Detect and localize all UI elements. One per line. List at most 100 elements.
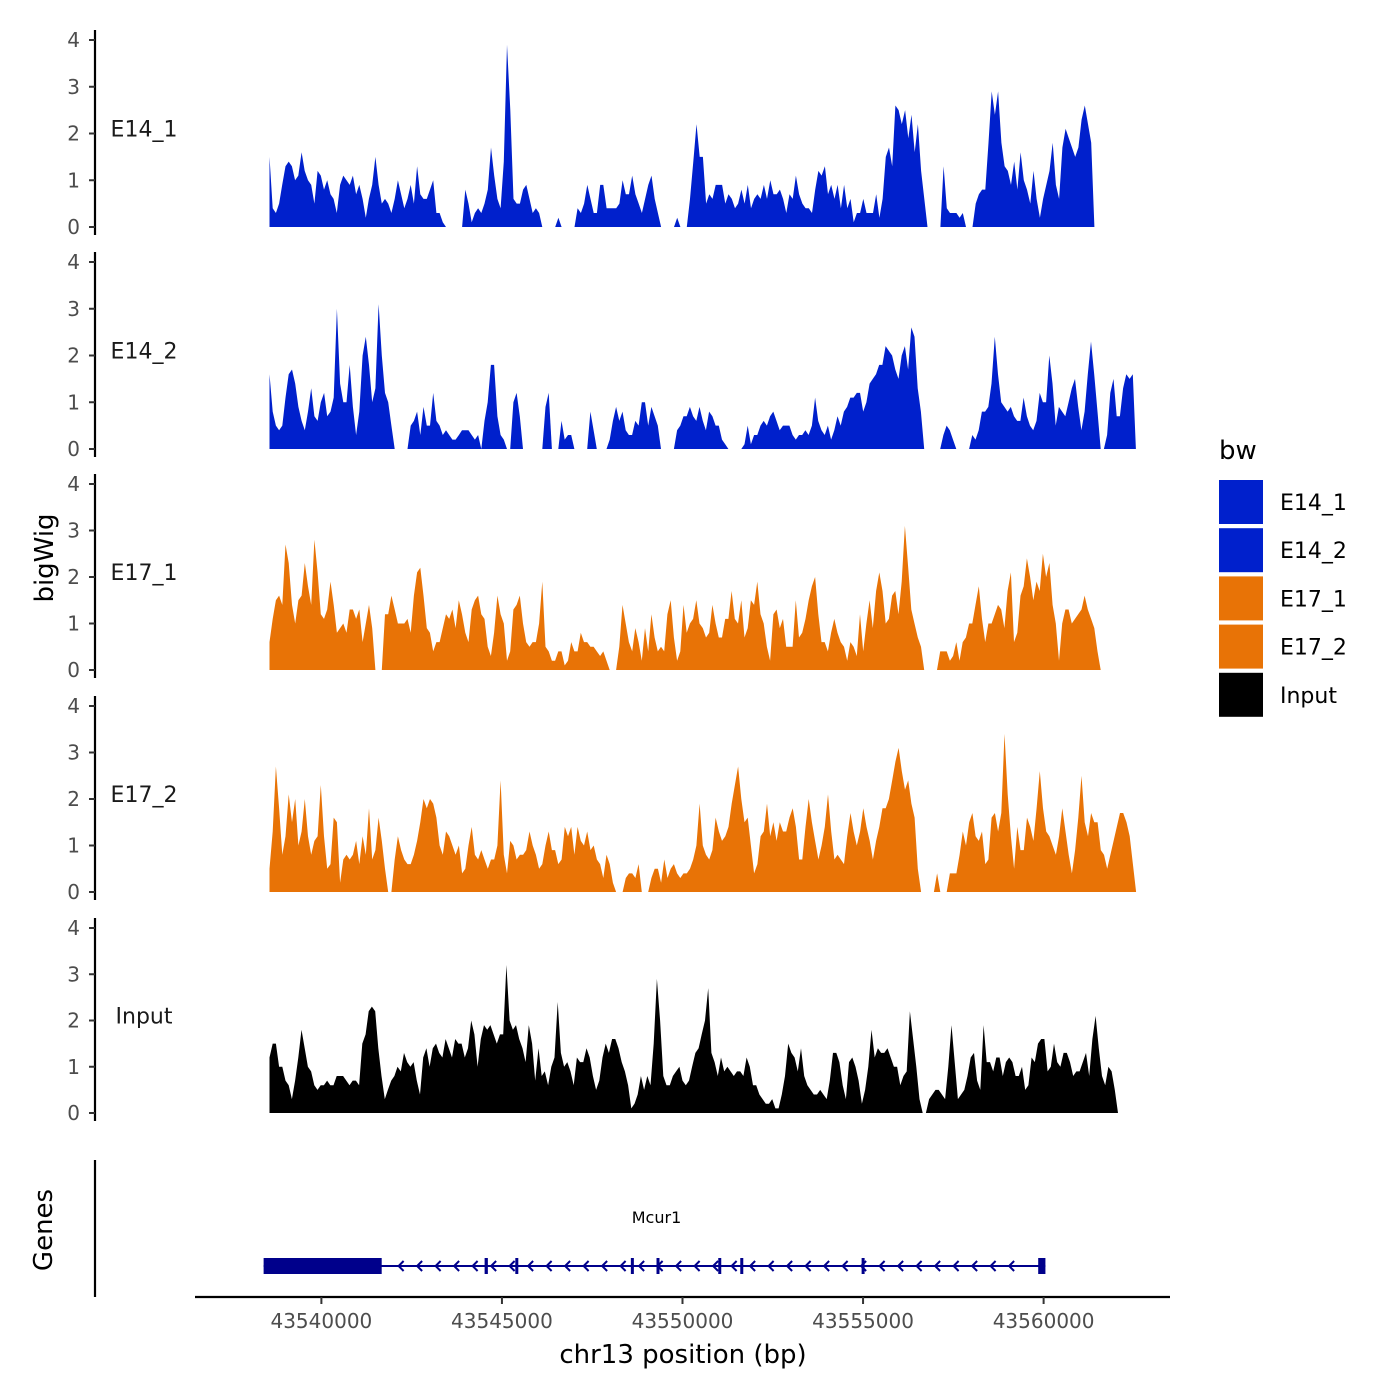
coverage-area bbox=[574, 175, 662, 227]
x-axis-title: chr13 position (bp) bbox=[559, 1340, 806, 1370]
strand-arrow bbox=[434, 1260, 442, 1272]
coverage-area bbox=[606, 402, 661, 449]
coverage-area bbox=[558, 420, 575, 449]
strand-arrow bbox=[693, 1260, 701, 1272]
coverage-area bbox=[741, 327, 925, 449]
strand-arrow bbox=[730, 1260, 738, 1272]
strand-arrow bbox=[970, 1260, 978, 1272]
strand-arrow bbox=[896, 1260, 904, 1272]
y-tick-label: 2 bbox=[67, 787, 80, 811]
strand-arrow bbox=[619, 1260, 627, 1272]
strand-arrow bbox=[989, 1260, 997, 1272]
legend-label: E17_1 bbox=[1280, 587, 1347, 612]
strand-arrow bbox=[952, 1260, 960, 1272]
track-label: E14_1 bbox=[111, 118, 178, 143]
strand-arrow bbox=[711, 1260, 719, 1272]
strand-arrow bbox=[582, 1260, 590, 1272]
track-label: E17_1 bbox=[111, 561, 178, 586]
gene-exon bbox=[1038, 1258, 1046, 1274]
x-tick-label: 43545000 bbox=[451, 1309, 553, 1333]
gene-exon bbox=[656, 1258, 660, 1274]
x-tick-label: 43540000 bbox=[270, 1309, 372, 1333]
legend-swatch bbox=[1219, 624, 1263, 669]
y-tick-label: 0 bbox=[67, 437, 80, 461]
coverage-area bbox=[269, 304, 395, 449]
y-tick-label: 2 bbox=[67, 565, 80, 589]
legend-label: E17_2 bbox=[1280, 636, 1347, 661]
y-tick-label: 1 bbox=[67, 612, 80, 636]
coverage-area bbox=[622, 864, 642, 892]
legend-swatch bbox=[1219, 528, 1263, 573]
y-tick-label: 1 bbox=[67, 168, 80, 192]
strand-arrow bbox=[508, 1260, 516, 1272]
y-tick-label: 2 bbox=[67, 122, 80, 146]
coverage-area bbox=[940, 425, 957, 449]
strand-arrow bbox=[748, 1260, 756, 1272]
coverage-area bbox=[972, 91, 1095, 228]
strand-arrow bbox=[915, 1260, 923, 1272]
coverage-area bbox=[269, 766, 389, 892]
strand-arrow bbox=[397, 1260, 405, 1272]
y-tick-label: 0 bbox=[67, 658, 80, 682]
strand-arrow bbox=[1007, 1260, 1015, 1272]
genes-axis-title: Genes bbox=[29, 1189, 59, 1271]
strand-arrow bbox=[674, 1260, 682, 1272]
y-tick-label: 4 bbox=[67, 28, 80, 52]
x-tick-label: 43560000 bbox=[993, 1309, 1095, 1333]
legend-label: E14_1 bbox=[1280, 491, 1347, 516]
coverage-area bbox=[946, 733, 1137, 892]
gene-exon bbox=[630, 1258, 634, 1274]
coverage-area bbox=[616, 525, 925, 670]
track-input: 0 1 2 3 4 Input bbox=[67, 916, 1118, 1125]
y-tick-label: 0 bbox=[67, 1101, 80, 1125]
strand-arrow bbox=[878, 1260, 886, 1272]
y-tick-label: 4 bbox=[67, 916, 80, 940]
gene-exon bbox=[718, 1258, 722, 1274]
track-label: E17_2 bbox=[111, 783, 178, 808]
coverage-area bbox=[381, 567, 610, 670]
coverage-area bbox=[674, 217, 681, 227]
coverage-area bbox=[462, 44, 543, 228]
coverage-area bbox=[933, 873, 941, 892]
track-e14-2: 0 1 2 3 4 E14_2 bbox=[67, 250, 1136, 461]
coverage-area bbox=[407, 364, 523, 449]
y-tick-label: 3 bbox=[67, 75, 80, 99]
y-tick-label: 0 bbox=[67, 215, 80, 239]
coverage-area bbox=[686, 105, 928, 227]
coverage-area bbox=[648, 747, 922, 892]
y-tick-label: 2 bbox=[67, 1009, 80, 1033]
y-tick-label: 3 bbox=[67, 962, 80, 986]
coverage-area bbox=[937, 553, 1101, 670]
legend-label: Input bbox=[1280, 684, 1337, 709]
coverage-area bbox=[940, 166, 966, 227]
strand-arrow bbox=[637, 1260, 645, 1272]
strand-arrow bbox=[489, 1260, 497, 1272]
strand-arrow bbox=[471, 1260, 479, 1272]
y-tick-label: 4 bbox=[67, 250, 80, 274]
strand-arrow bbox=[785, 1260, 793, 1272]
gene-exon bbox=[861, 1258, 865, 1274]
coverage-area bbox=[542, 392, 552, 449]
strand-arrow bbox=[600, 1260, 608, 1272]
coverage-area bbox=[969, 336, 1101, 449]
gene-name-label: Mcur1 bbox=[632, 1208, 682, 1227]
x-axis: 43540000 43545000 43550000 43555000 43560000 bbox=[195, 1295, 1170, 1333]
legend-swatch bbox=[1219, 576, 1263, 621]
strand-arrow bbox=[767, 1260, 775, 1272]
coverage-area bbox=[269, 152, 446, 227]
strand-arrow bbox=[804, 1260, 812, 1272]
track-e17-2: 0 1 2 3 4 E17_2 bbox=[67, 694, 1137, 904]
coverage-area bbox=[269, 539, 376, 670]
strand-arrow bbox=[415, 1260, 423, 1272]
coverage-area bbox=[925, 1015, 1118, 1113]
gene-exon bbox=[515, 1258, 519, 1274]
strand-arrow bbox=[933, 1260, 941, 1272]
coverage-area bbox=[269, 965, 923, 1113]
y-tick-label: 3 bbox=[67, 297, 80, 321]
y-tick-label: 0 bbox=[67, 880, 80, 904]
y-tick-label: 1 bbox=[67, 834, 80, 858]
x-tick-label: 43550000 bbox=[632, 1309, 734, 1333]
strand-arrow bbox=[545, 1260, 553, 1272]
